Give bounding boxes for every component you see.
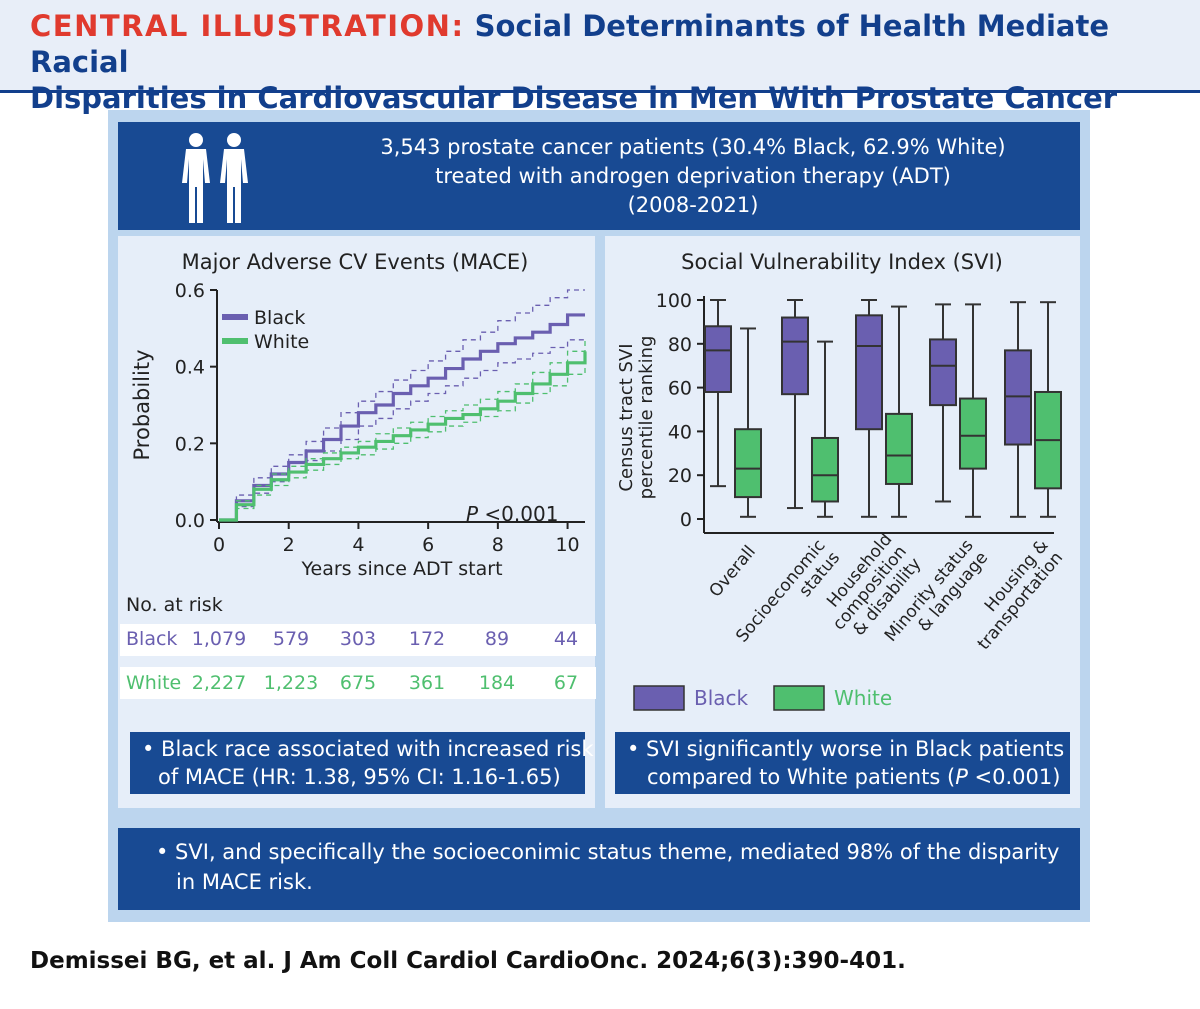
risk-row-band-black xyxy=(120,624,596,656)
x-tick-label: 0 xyxy=(213,534,225,556)
y-tick-label: 0.4 xyxy=(175,357,205,379)
header-title-line2: Disparities in Cardiovascular Disease in… xyxy=(30,81,1118,115)
legend-label-white: White xyxy=(254,331,309,353)
study-line2: treated with androgen deprivation therap… xyxy=(435,164,951,188)
white-box xyxy=(885,412,913,485)
x-axis-label: Years since ADT start xyxy=(300,558,502,580)
svi-finding-suffix: <0.001) xyxy=(967,765,1061,789)
y-tick-label: 100 xyxy=(656,290,692,312)
black-box xyxy=(855,314,883,431)
white-box xyxy=(734,428,762,499)
y-tick-label: 80 xyxy=(668,334,692,356)
mace-finding-line1: • Black race associated with increased r… xyxy=(142,737,594,761)
black-box xyxy=(1004,349,1032,446)
header-title: CENTRAL ILLUSTRATION: Social Determinant… xyxy=(30,8,1180,116)
risk-row-label-black: Black xyxy=(126,628,178,650)
p-value-text: <0.001 xyxy=(478,502,558,526)
risk-cell: 361 xyxy=(408,672,446,694)
study-line3: (2008-2021) xyxy=(627,193,759,217)
svi-chart: 0 20 40 60 80 100 Census tract SVI percentile r… xyxy=(616,290,1067,711)
risk-row-label-white: White xyxy=(126,672,182,694)
svi-panel xyxy=(605,236,1080,808)
people-icon xyxy=(182,133,248,223)
risk-cell: 1,079 xyxy=(191,628,247,650)
legend-label-black: Black xyxy=(694,686,749,710)
black-ci-upper-line xyxy=(219,289,585,521)
citation: Demissei BG, et al. J Am Coll Cardiol Ca… xyxy=(30,948,906,974)
black-box xyxy=(929,338,957,407)
y-tick-label: 0.6 xyxy=(175,280,205,302)
svi-finding-p: P xyxy=(955,765,968,789)
white-survival-line xyxy=(219,351,587,522)
p-value-annotation: P <0.001 xyxy=(466,502,558,526)
risk-cell: 675 xyxy=(339,672,377,694)
header-keyword: CENTRAL ILLUSTRATION: xyxy=(30,9,465,43)
risk-row-band-white xyxy=(120,667,596,699)
black-ci-lower-line xyxy=(219,339,585,521)
header-title-line1: Social Determinants of Health Mediate Ra… xyxy=(30,9,1110,79)
risk-cell: 579 xyxy=(272,628,310,650)
risk-cell: 184 xyxy=(478,672,516,694)
legend-swatch-black xyxy=(633,685,685,711)
x-tick-label: 2 xyxy=(283,534,295,556)
white-ci-lower-line xyxy=(219,366,586,521)
svi-chart-title: Social Vulnerability Index (SVI) xyxy=(681,250,1003,274)
y-axis-label-line1: Census tract SVI xyxy=(616,343,637,491)
white-box xyxy=(959,397,987,470)
legend-swatch-white xyxy=(773,685,825,711)
mediation-line1: • SVI, and specifically the socioeconimi… xyxy=(156,840,1060,864)
y-tick-label: 20 xyxy=(668,465,692,487)
legend-label-black: Black xyxy=(254,307,305,329)
study-line1: 3,543 prostate cancer patients (30.4% Bl… xyxy=(380,135,1006,159)
white-ci-upper-line xyxy=(219,339,586,521)
risk-cell: 67 xyxy=(553,672,579,694)
study-summary: 3,543 prostate cancer patients (30.4% Bl… xyxy=(118,122,1080,230)
mace-finding: • Black race associated with increased r… xyxy=(130,732,594,794)
x-tick-label: 6 xyxy=(422,534,434,556)
p-value-symbol: P xyxy=(466,502,479,526)
y-tick-label: 0.2 xyxy=(175,433,205,455)
x-tick-label: 8 xyxy=(492,534,504,556)
y-tick-label: 60 xyxy=(668,378,692,400)
category-label-line: Overall xyxy=(706,542,760,601)
y-axis-label: Probability xyxy=(130,349,154,460)
risk-table-header: No. at risk xyxy=(126,594,223,616)
category-label: Overall xyxy=(706,542,760,601)
white-box xyxy=(811,436,839,503)
y-axis-label-line2: percentile ranking xyxy=(636,336,657,500)
risk-cell: 172 xyxy=(408,628,446,650)
mace-chart: 0.0 0.2 0.4 0.6 0 2 4 6 8 10 Years since ADT start… xyxy=(130,280,587,580)
y-tick-label: 40 xyxy=(668,421,692,443)
risk-cell: 2,227 xyxy=(191,672,247,694)
svi-finding: • SVI significantly worse in Black patie… xyxy=(615,732,1070,794)
risk-cell: 303 xyxy=(339,628,377,650)
mediation-finding: • SVI, and specifically the socioeconimi… xyxy=(118,828,1080,910)
legend-label-white: White xyxy=(834,686,892,710)
risk-cell: 1,223 xyxy=(263,672,319,694)
x-tick-label: 10 xyxy=(555,534,579,556)
x-tick-label: 4 xyxy=(352,534,364,556)
svi-finding-line1: • SVI significantly worse in Black patie… xyxy=(627,737,1065,761)
risk-cell: 44 xyxy=(553,628,579,650)
svi-finding-line2: compared to White patients (P <0.001) xyxy=(647,763,1060,791)
y-tick-label: 0 xyxy=(680,509,692,531)
y-tick-label: 0.0 xyxy=(175,510,205,532)
black-box xyxy=(781,316,809,396)
risk-cell: 89 xyxy=(484,628,510,650)
black-box xyxy=(704,325,732,393)
svi-finding-prefix: compared to White patients ( xyxy=(647,765,956,789)
mace-chart-title: Major Adverse CV Events (MACE) xyxy=(181,250,529,274)
header: CENTRAL ILLUSTRATION: Social Determinant… xyxy=(0,0,1200,115)
mace-finding-line2: of MACE (HR: 1.38, 95% CI: 1.16-1.65) xyxy=(158,765,561,789)
mediation-line2: in MACE risk. xyxy=(176,870,313,894)
